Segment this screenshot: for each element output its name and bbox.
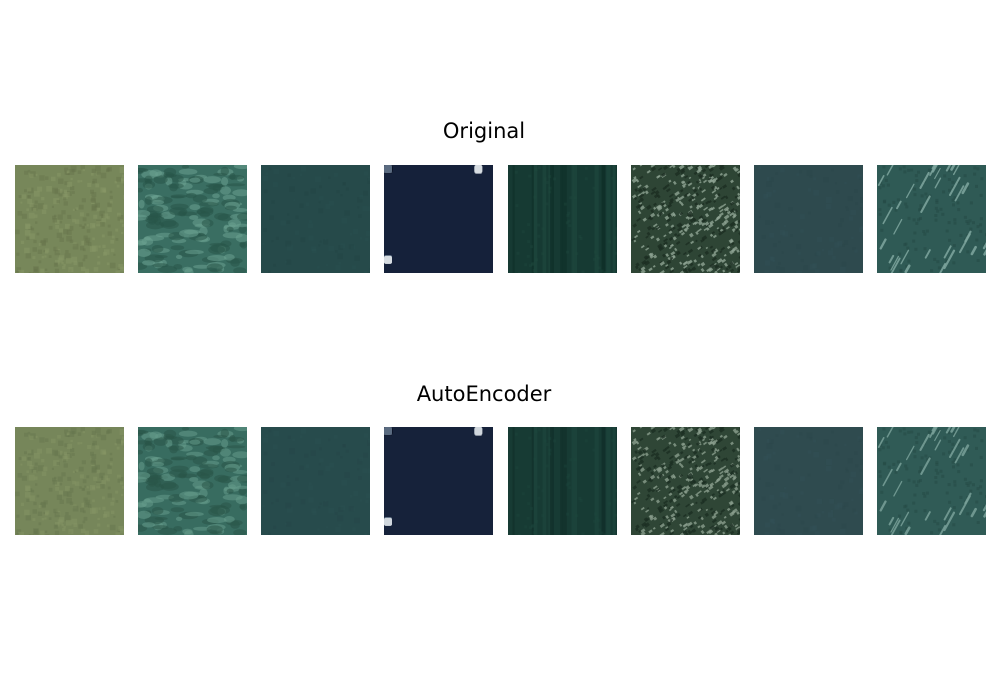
image-tile <box>384 165 493 273</box>
tile-texture <box>754 165 863 273</box>
image-tile <box>508 427 617 535</box>
tile-texture <box>138 427 247 535</box>
tile-texture <box>261 427 370 535</box>
image-tile <box>138 427 247 535</box>
tile-row-original <box>15 165 986 273</box>
tile-texture <box>384 165 493 273</box>
tile-texture <box>754 427 863 535</box>
image-tile <box>877 427 986 535</box>
tile-texture <box>877 165 986 273</box>
tile-texture <box>15 165 124 273</box>
row-title-autoencoder: AutoEncoder <box>416 382 552 406</box>
image-tile <box>384 427 493 535</box>
image-tile <box>508 165 617 273</box>
tile-texture <box>631 165 740 273</box>
image-tile <box>754 427 863 535</box>
tile-texture <box>631 427 740 535</box>
tile-texture <box>138 165 247 273</box>
image-tile <box>261 165 370 273</box>
image-tile <box>261 427 370 535</box>
image-tile <box>877 165 986 273</box>
tile-row-autoencoder <box>15 427 986 535</box>
image-tile <box>631 165 740 273</box>
tile-texture <box>384 427 493 535</box>
image-tile <box>754 165 863 273</box>
tile-texture <box>508 165 617 273</box>
tile-texture <box>15 427 124 535</box>
image-tile <box>631 427 740 535</box>
image-tile <box>15 165 124 273</box>
tile-texture <box>261 165 370 273</box>
tile-texture <box>508 427 617 535</box>
tile-texture <box>877 427 986 535</box>
row-title-original: Original <box>442 119 526 143</box>
image-tile <box>15 427 124 535</box>
image-tile <box>138 165 247 273</box>
